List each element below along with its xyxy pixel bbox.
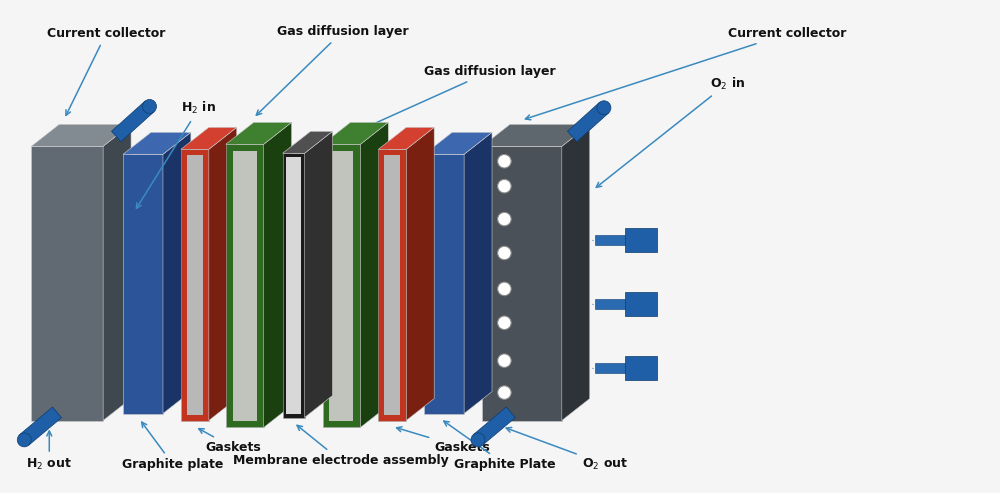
Circle shape (498, 179, 511, 193)
Text: Gaskets: Gaskets (397, 427, 490, 454)
Circle shape (17, 433, 31, 447)
Polygon shape (424, 132, 492, 154)
Circle shape (498, 246, 511, 260)
Circle shape (498, 282, 511, 296)
Polygon shape (625, 356, 657, 380)
Circle shape (498, 386, 511, 399)
Polygon shape (482, 124, 590, 146)
Polygon shape (123, 132, 191, 154)
Polygon shape (233, 151, 257, 421)
Polygon shape (482, 146, 562, 421)
Polygon shape (323, 144, 360, 427)
Polygon shape (111, 101, 154, 141)
Polygon shape (323, 122, 388, 144)
Text: Current collector: Current collector (525, 27, 846, 120)
Text: Membrane electrode assembly: Membrane electrode assembly (233, 425, 448, 467)
Polygon shape (473, 407, 515, 445)
Circle shape (597, 101, 611, 115)
Circle shape (498, 212, 511, 226)
Polygon shape (123, 154, 163, 414)
Polygon shape (187, 155, 203, 415)
Polygon shape (329, 151, 353, 421)
Text: Graphite plate: Graphite plate (122, 422, 224, 471)
Circle shape (498, 154, 511, 168)
Polygon shape (360, 122, 388, 427)
Polygon shape (181, 149, 209, 421)
Polygon shape (625, 228, 657, 252)
Text: O$_2$ out: O$_2$ out (506, 427, 628, 472)
Polygon shape (406, 127, 434, 421)
Polygon shape (424, 154, 464, 414)
Polygon shape (595, 236, 633, 246)
Text: H$_2$ in: H$_2$ in (136, 101, 216, 208)
Text: O$_2$ in: O$_2$ in (596, 75, 745, 187)
Circle shape (471, 433, 485, 447)
Polygon shape (286, 157, 301, 414)
Polygon shape (378, 149, 406, 421)
Polygon shape (209, 127, 237, 421)
Polygon shape (283, 131, 332, 153)
Circle shape (498, 316, 511, 329)
Text: Current collector: Current collector (47, 27, 165, 115)
Polygon shape (625, 292, 657, 316)
Polygon shape (226, 122, 292, 144)
Text: Gaskets: Gaskets (199, 428, 261, 454)
Polygon shape (31, 146, 103, 421)
Polygon shape (283, 153, 305, 418)
Circle shape (498, 354, 511, 367)
Polygon shape (464, 132, 492, 414)
Polygon shape (305, 131, 332, 418)
Polygon shape (31, 124, 131, 146)
Polygon shape (163, 132, 191, 414)
Polygon shape (567, 103, 609, 141)
Polygon shape (378, 127, 434, 149)
Polygon shape (20, 407, 62, 445)
Polygon shape (226, 144, 264, 427)
Polygon shape (264, 122, 292, 427)
Polygon shape (103, 124, 131, 421)
Polygon shape (595, 299, 633, 309)
Polygon shape (384, 155, 400, 415)
Text: Gas diffusion layer: Gas diffusion layer (256, 25, 408, 115)
Text: Gas diffusion layer: Gas diffusion layer (357, 65, 556, 132)
Text: Graphite Plate: Graphite Plate (444, 421, 556, 471)
Polygon shape (181, 127, 237, 149)
Text: H$_2$ out: H$_2$ out (26, 431, 72, 472)
Polygon shape (562, 124, 590, 421)
Circle shape (143, 100, 156, 113)
Polygon shape (595, 363, 633, 373)
